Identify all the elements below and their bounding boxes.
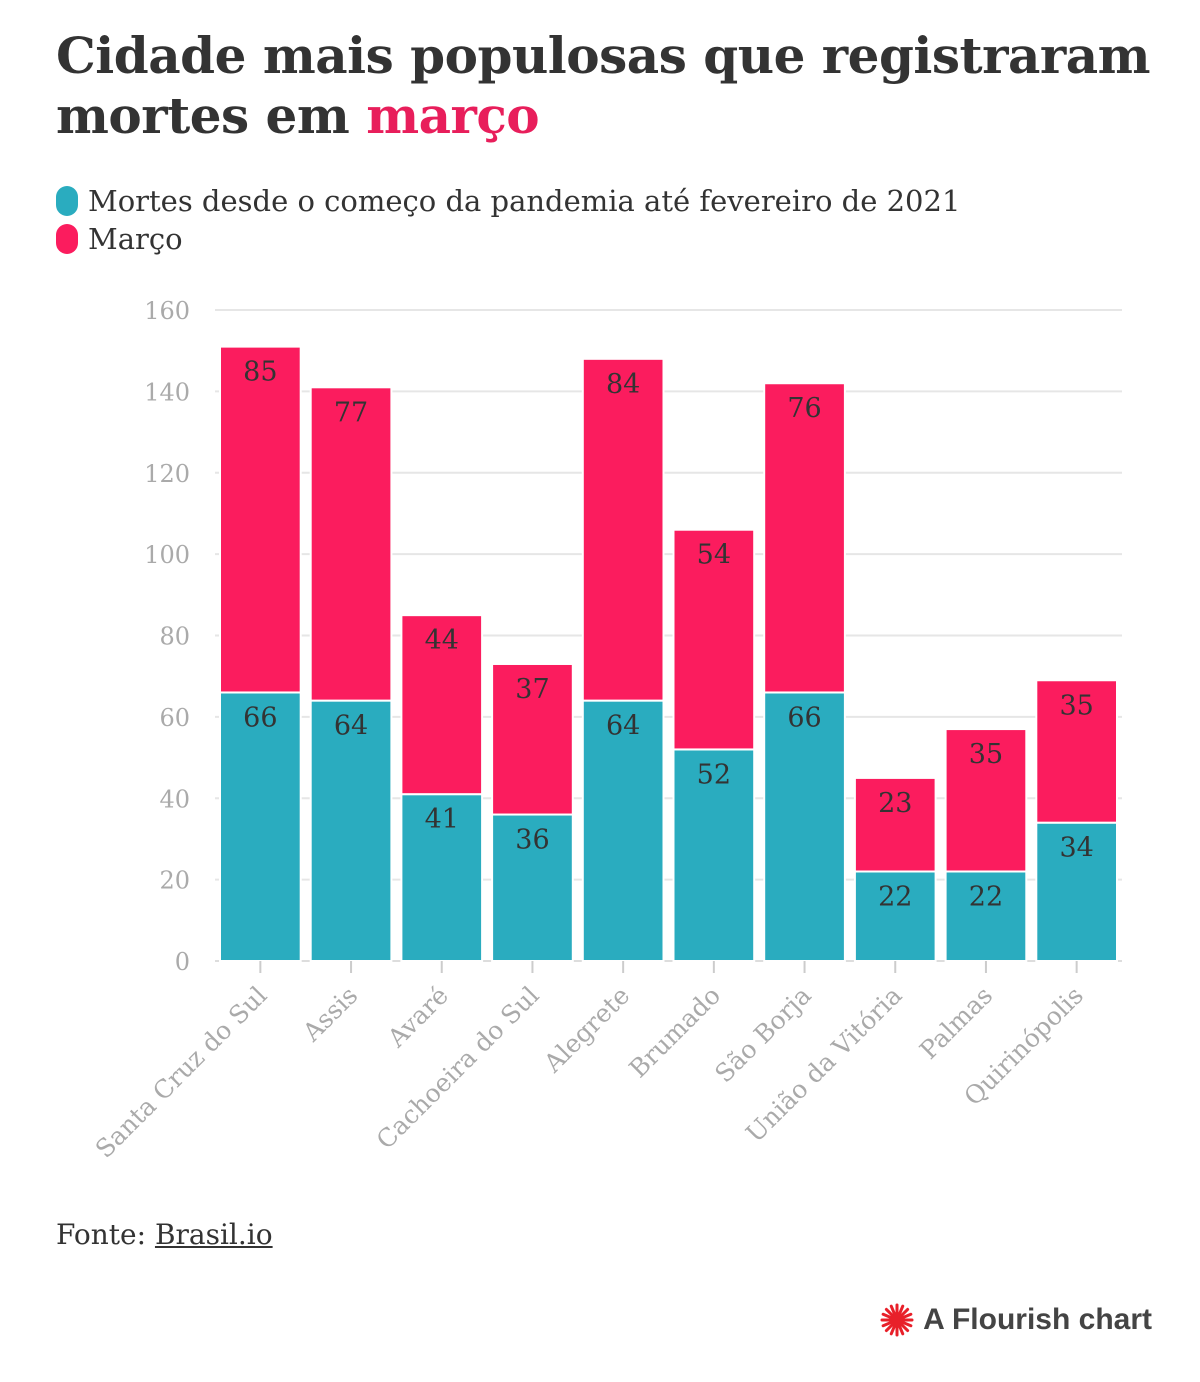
data-label: 36 bbox=[515, 825, 549, 856]
y-tick-label: 100 bbox=[144, 541, 190, 569]
data-label: 54 bbox=[697, 540, 731, 571]
bar-segment-prior bbox=[1035, 821, 1119, 962]
data-label: 52 bbox=[697, 759, 731, 790]
source-prefix: Fonte: bbox=[56, 1218, 155, 1251]
flourish-logo-icon bbox=[880, 1303, 914, 1337]
bar-segment-march bbox=[219, 345, 302, 694]
data-label: 64 bbox=[606, 711, 640, 742]
chart-title: Cidade mais populosas que registraram mo… bbox=[56, 26, 1156, 146]
data-label: 64 bbox=[334, 711, 368, 742]
x-tick-label: Assis bbox=[296, 981, 363, 1048]
x-tick-label: Alegrete bbox=[538, 981, 636, 1079]
y-tick-label: 20 bbox=[159, 867, 190, 895]
data-label: 35 bbox=[1059, 690, 1093, 721]
data-label: 76 bbox=[787, 393, 821, 424]
source-link[interactable]: Brasil.io bbox=[154, 1218, 273, 1251]
x-tick-label: Cachoeira do Sul bbox=[371, 981, 545, 1155]
data-label: 41 bbox=[425, 804, 459, 835]
data-label: 77 bbox=[334, 397, 368, 428]
x-tick-label: União da Vitória bbox=[740, 981, 907, 1148]
data-label: 44 bbox=[425, 625, 459, 656]
bar-segment-march bbox=[763, 382, 846, 694]
data-label: 37 bbox=[515, 674, 549, 705]
bar-segment-prior bbox=[763, 691, 846, 962]
y-tick-label: 0 bbox=[175, 948, 190, 976]
legend-item-march[interactable]: Março bbox=[56, 220, 960, 258]
bar-segment-march bbox=[309, 386, 393, 702]
source-note: Fonte: Brasil.io bbox=[56, 1218, 273, 1251]
bar-segment-march bbox=[672, 528, 756, 751]
y-tick-label: 40 bbox=[159, 785, 190, 813]
flourish-credit[interactable]: A Flourish chart bbox=[879, 1302, 1152, 1338]
data-label: 22 bbox=[969, 881, 1003, 912]
bar-segment-prior bbox=[309, 699, 393, 962]
legend-swatch-prior bbox=[56, 186, 78, 216]
title-highlight: março bbox=[366, 86, 540, 145]
data-label: 84 bbox=[606, 369, 640, 400]
bar-segment-march bbox=[1035, 679, 1119, 824]
legend-label-march: Março bbox=[88, 222, 183, 256]
y-tick-label: 140 bbox=[144, 378, 190, 406]
bar-segment-march bbox=[491, 662, 574, 816]
legend-item-prior[interactable]: Mortes desde o começo da pandemia até fe… bbox=[56, 182, 960, 220]
y-tick-label: 80 bbox=[159, 623, 190, 651]
data-label: 35 bbox=[969, 739, 1003, 770]
data-label: 23 bbox=[878, 788, 912, 819]
data-label: 66 bbox=[243, 702, 277, 733]
x-tick-label: Palmas bbox=[914, 981, 998, 1065]
data-label: 66 bbox=[787, 702, 821, 733]
bar-segment-prior bbox=[672, 748, 756, 962]
bar-segment-prior bbox=[219, 691, 302, 962]
legend: Mortes desde o começo da pandemia até fe… bbox=[56, 182, 960, 258]
data-label: 85 bbox=[243, 357, 277, 388]
bar-segment-march bbox=[581, 357, 665, 702]
y-tick-label: 120 bbox=[144, 460, 190, 488]
y-tick-label: 60 bbox=[159, 704, 190, 732]
credit-text: A Flourish chart bbox=[923, 1303, 1152, 1336]
x-tick-label: Avaré bbox=[381, 981, 454, 1054]
y-tick-label: 160 bbox=[144, 297, 190, 325]
data-label: 34 bbox=[1059, 833, 1093, 864]
bar-segment-march bbox=[853, 776, 937, 873]
bar-segment-march bbox=[400, 614, 484, 796]
bar-segment-prior bbox=[581, 699, 665, 962]
stacked-bar-chart: 0 20 40 60 80 100 120 140 160 66 85 Santa Cruz do S… bbox=[90, 297, 1122, 1164]
title-text: Cidade mais populosas que registraram mo… bbox=[56, 26, 1151, 145]
data-label: 22 bbox=[878, 881, 912, 912]
bar-segment-prior bbox=[400, 793, 484, 963]
x-tick-label: Santa Cruz do Sul bbox=[90, 981, 273, 1164]
legend-swatch-march bbox=[56, 224, 78, 254]
legend-label-prior: Mortes desde o começo da pandemia até fe… bbox=[88, 184, 961, 218]
bar-segment-march bbox=[944, 728, 1028, 873]
bar-segment-prior bbox=[853, 870, 937, 962]
